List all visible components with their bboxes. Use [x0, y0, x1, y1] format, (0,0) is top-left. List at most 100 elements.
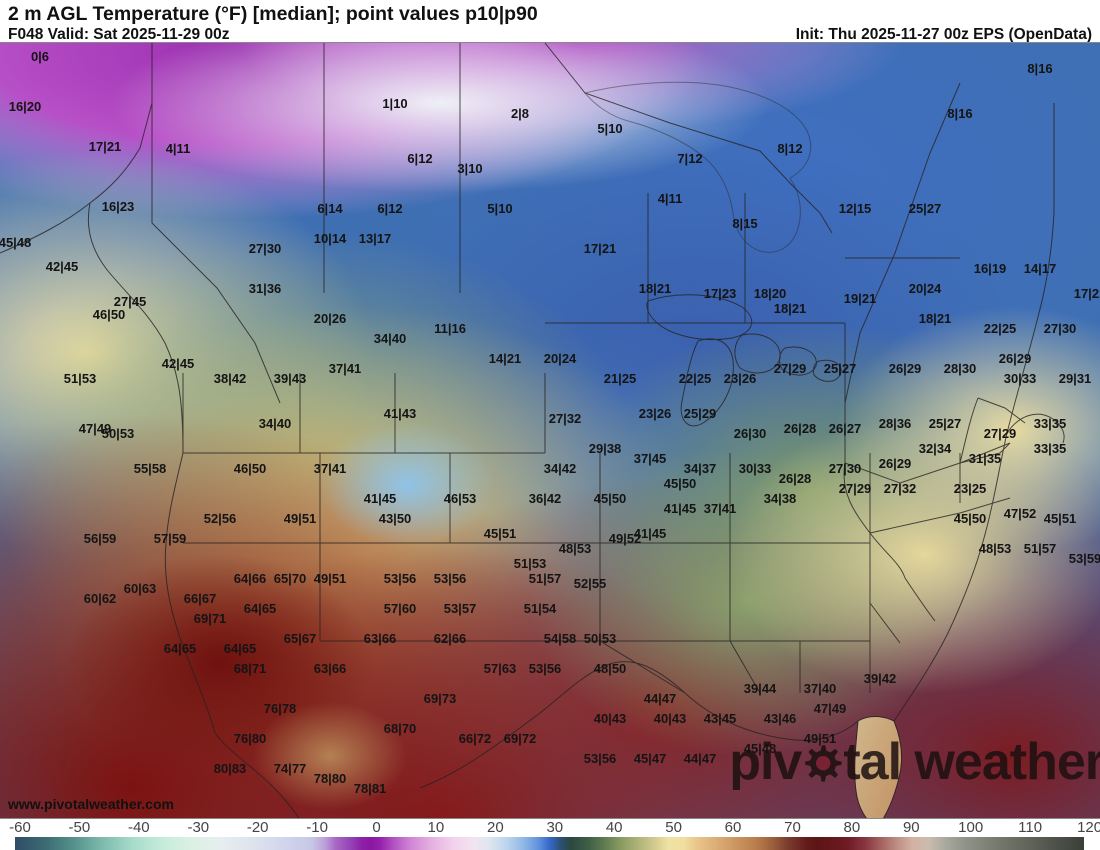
svg-text:45|48: 45|48 [0, 235, 31, 250]
svg-text:10|14: 10|14 [314, 231, 347, 246]
svg-text:66|67: 66|67 [184, 591, 217, 606]
svg-text:30|33: 30|33 [739, 461, 772, 476]
svg-text:64|65: 64|65 [164, 641, 197, 656]
svg-text:74|77: 74|77 [274, 761, 307, 776]
svg-text:17|21: 17|21 [1074, 286, 1100, 301]
svg-text:52|55: 52|55 [574, 576, 607, 591]
svg-text:26|28: 26|28 [779, 471, 812, 486]
svg-text:76|80: 76|80 [234, 731, 267, 746]
svg-text:18|21: 18|21 [919, 311, 952, 326]
svg-text:8|15: 8|15 [732, 216, 757, 231]
svg-text:57|59: 57|59 [154, 531, 187, 546]
svg-text:34|37: 34|37 [684, 461, 717, 476]
svg-text:12|15: 12|15 [839, 201, 872, 216]
svg-text:43|45: 43|45 [704, 711, 737, 726]
svg-text:3|10: 3|10 [457, 161, 482, 176]
svg-text:13|17: 13|17 [359, 231, 392, 246]
svg-text:53|59: 53|59 [1069, 551, 1100, 566]
svg-text:26|27: 26|27 [829, 421, 862, 436]
svg-text:6|14: 6|14 [317, 201, 343, 216]
svg-text:6|12: 6|12 [407, 151, 432, 166]
svg-text:8|16: 8|16 [947, 106, 972, 121]
svg-text:8|16: 8|16 [1027, 61, 1052, 76]
svg-text:26|29: 26|29 [889, 361, 922, 376]
svg-text:69|72: 69|72 [504, 731, 537, 746]
svg-text:45|50: 45|50 [954, 511, 987, 526]
svg-text:51|57: 51|57 [1024, 541, 1057, 556]
svg-text:51|57: 51|57 [529, 571, 562, 586]
svg-text:25|27: 25|27 [909, 201, 942, 216]
svg-text:27|32: 27|32 [549, 411, 582, 426]
svg-text:27|29: 27|29 [839, 481, 872, 496]
svg-text:78|81: 78|81 [354, 781, 387, 796]
svg-text:34|42: 34|42 [544, 461, 577, 476]
svg-text:63|66: 63|66 [364, 631, 397, 646]
svg-text:41|45: 41|45 [664, 501, 697, 516]
svg-text:16|20: 16|20 [9, 99, 42, 114]
svg-text:64|65: 64|65 [224, 641, 257, 656]
svg-text:34|38: 34|38 [764, 491, 797, 506]
svg-text:39|43: 39|43 [274, 371, 307, 386]
svg-text:26|29: 26|29 [999, 351, 1032, 366]
svg-text:41|43: 41|43 [384, 406, 417, 421]
svg-text:25|29: 25|29 [684, 406, 717, 421]
svg-text:45|47: 45|47 [634, 751, 667, 766]
svg-text:29|31: 29|31 [1059, 371, 1092, 386]
svg-text:55|58: 55|58 [134, 461, 167, 476]
svg-text:0|6: 0|6 [31, 49, 49, 64]
svg-text:29|38: 29|38 [589, 441, 622, 456]
svg-text:49|51: 49|51 [284, 511, 317, 526]
svg-text:46|50: 46|50 [234, 461, 267, 476]
svg-text:52|56: 52|56 [204, 511, 237, 526]
svg-text:80|83: 80|83 [214, 761, 247, 776]
svg-text:22|25: 22|25 [984, 321, 1017, 336]
svg-text:14|21: 14|21 [489, 351, 522, 366]
svg-text:47|49: 47|49 [79, 421, 112, 436]
svg-text:65|67: 65|67 [284, 631, 317, 646]
svg-text:20|24: 20|24 [909, 281, 942, 296]
svg-text:37|45: 37|45 [634, 451, 667, 466]
svg-text:53|56: 53|56 [584, 751, 617, 766]
svg-text:28|36: 28|36 [879, 416, 912, 431]
svg-text:53|56: 53|56 [529, 661, 562, 676]
svg-text:48|53: 48|53 [979, 541, 1012, 556]
svg-text:42|45: 42|45 [46, 259, 79, 274]
svg-text:53|56: 53|56 [434, 571, 467, 586]
svg-text:66|72: 66|72 [459, 731, 492, 746]
svg-text:18|21: 18|21 [639, 281, 672, 296]
svg-text:16|23: 16|23 [102, 199, 135, 214]
svg-text:49|52: 49|52 [609, 531, 642, 546]
svg-text:49|51: 49|51 [314, 571, 347, 586]
svg-text:22|25: 22|25 [679, 371, 712, 386]
svg-text:37|41: 37|41 [314, 461, 347, 476]
svg-text:41|45: 41|45 [364, 491, 397, 506]
svg-text:57|63: 57|63 [484, 661, 517, 676]
svg-text:28|30: 28|30 [944, 361, 977, 376]
svg-text:20|26: 20|26 [314, 311, 347, 326]
svg-text:37|41: 37|41 [704, 501, 737, 516]
svg-text:43|46: 43|46 [764, 711, 797, 726]
svg-text:38|42: 38|42 [214, 371, 247, 386]
svg-text:44|47: 44|47 [684, 751, 717, 766]
svg-text:30|33: 30|33 [1004, 371, 1037, 386]
svg-text:36|42: 36|42 [529, 491, 562, 506]
svg-text:4|11: 4|11 [166, 141, 191, 156]
svg-text:34|40: 34|40 [374, 331, 407, 346]
svg-text:45|51: 45|51 [484, 526, 517, 541]
svg-text:31|36: 31|36 [249, 281, 282, 296]
svg-text:33|35: 33|35 [1034, 416, 1067, 431]
svg-text:27|45: 27|45 [114, 294, 147, 309]
svg-text:17|21: 17|21 [89, 139, 122, 154]
svg-text:65|70: 65|70 [274, 571, 307, 586]
svg-text:21|25: 21|25 [604, 371, 637, 386]
svg-text:46|50: 46|50 [93, 307, 126, 322]
svg-text:4|11: 4|11 [658, 191, 683, 206]
svg-text:23|25: 23|25 [954, 481, 987, 496]
svg-text:54|58: 54|58 [544, 631, 577, 646]
svg-text:45|50: 45|50 [664, 476, 697, 491]
svg-text:48|53: 48|53 [559, 541, 592, 556]
svg-text:64|66: 64|66 [234, 571, 267, 586]
svg-text:60|63: 60|63 [124, 581, 157, 596]
svg-text:27|29: 27|29 [774, 361, 807, 376]
svg-text:18|21: 18|21 [774, 301, 807, 316]
